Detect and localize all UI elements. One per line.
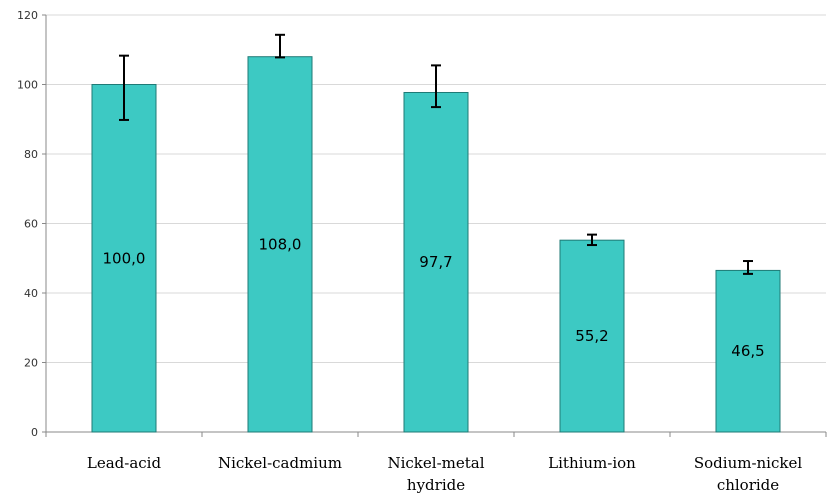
category-label-line: hydride — [407, 476, 465, 494]
data-label: 55,2 — [575, 327, 608, 345]
category-label-line: Lead-acid — [87, 454, 162, 472]
data-label: 46,5 — [731, 342, 764, 360]
y-tick-label: 20 — [24, 357, 38, 370]
category-label: Nickel-metal hydride — [387, 454, 484, 494]
category-label: Lithium-ion — [548, 454, 636, 472]
data-label: 97,7 — [419, 253, 452, 271]
bar — [247, 56, 313, 433]
category-label-line: chloride — [717, 476, 779, 494]
y-tick-label: 40 — [24, 287, 38, 300]
category-labels: Lead-acid Nickel-cadmium Nickel-metal hydri… — [87, 454, 802, 494]
category-label-line: Nickel-cadmium — [218, 454, 342, 472]
category-label: Nickel-cadmium — [218, 454, 342, 472]
y-tick-label: 60 — [24, 218, 38, 231]
error-bars — [119, 33, 753, 275]
bar — [403, 91, 469, 433]
y-tick-label: 0 — [31, 426, 38, 439]
bar — [559, 239, 625, 433]
data-labels: 100,0 108,0 97,7 55,2 46,5 — [103, 235, 765, 360]
data-label: 108,0 — [259, 235, 302, 253]
y-tick-label: 80 — [24, 148, 38, 161]
data-label: 100,0 — [103, 249, 146, 267]
y-tick-label: 100 — [17, 79, 38, 92]
category-label: Lead-acid — [87, 454, 162, 472]
category-label-line: Nickel-metal — [387, 454, 484, 472]
category-label-line: Lithium-ion — [548, 454, 636, 472]
bar — [715, 269, 781, 433]
category-label: Sodium-nickel chloride — [694, 454, 802, 494]
y-tick-label: 120 — [17, 9, 38, 22]
category-label-line: Sodium-nickel — [694, 454, 802, 472]
bars — [91, 56, 781, 433]
bar — [91, 84, 157, 433]
